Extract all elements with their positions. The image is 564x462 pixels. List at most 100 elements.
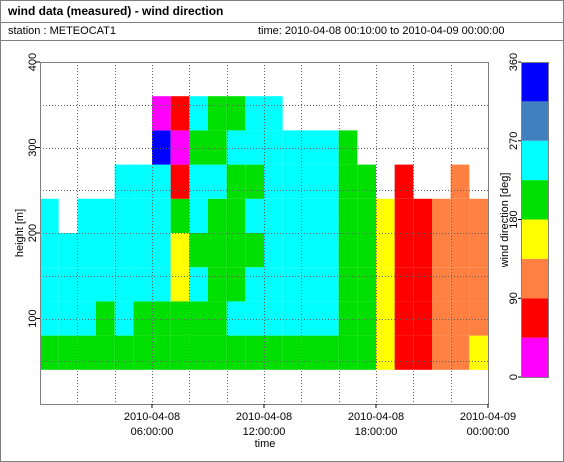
- cell: [170, 301, 190, 336]
- cell: [208, 130, 227, 165]
- cell: [432, 198, 451, 233]
- cell: [301, 301, 320, 336]
- cell: [133, 267, 152, 302]
- plot: [40, 62, 489, 405]
- cell: [376, 301, 395, 336]
- cell: [114, 335, 134, 370]
- cell: [226, 130, 246, 165]
- cell: [357, 267, 376, 302]
- cell: [226, 164, 246, 199]
- cell: [170, 198, 190, 233]
- cell: [226, 96, 246, 131]
- cell: [282, 164, 302, 199]
- cell: [320, 164, 339, 199]
- cell: [40, 301, 59, 336]
- cell: [152, 198, 171, 233]
- colorbar-band: [521, 258, 548, 299]
- cell: [77, 267, 96, 302]
- y-tick-label: 100: [27, 309, 39, 327]
- cell: [208, 198, 227, 233]
- cell: [264, 130, 283, 165]
- cell: [40, 267, 59, 302]
- cell: [77, 301, 96, 336]
- cell: [357, 301, 376, 336]
- y-axis-label: height [m]: [14, 209, 26, 257]
- cell: [394, 267, 414, 302]
- cell: [226, 335, 246, 370]
- colorbar-band: [521, 140, 548, 181]
- cell: [152, 301, 171, 336]
- cell: [133, 301, 152, 336]
- cell: [264, 96, 283, 131]
- cell: [189, 233, 208, 268]
- cell: [376, 198, 395, 233]
- cell: [394, 198, 414, 233]
- cell: [58, 301, 78, 336]
- cell: [320, 301, 339, 336]
- colorbar-band: [521, 62, 548, 102]
- cell: [152, 233, 171, 268]
- cell: [357, 198, 376, 233]
- cell: [245, 335, 264, 370]
- cell: [245, 164, 264, 199]
- station: station : METEOCAT1: [8, 25, 116, 37]
- cell: [376, 335, 395, 370]
- cell: [58, 335, 78, 370]
- cell: [338, 301, 358, 336]
- cell: [170, 233, 190, 268]
- y-tick-label: 400: [27, 53, 39, 71]
- cell: [40, 198, 59, 233]
- cell: [450, 233, 470, 268]
- cell: [96, 198, 115, 233]
- cell: [114, 301, 134, 336]
- cell: [320, 267, 339, 302]
- cell: [338, 233, 358, 268]
- cell: [152, 96, 171, 131]
- colorbar-band: [521, 180, 548, 220]
- cell: [450, 198, 470, 233]
- cell: [357, 164, 376, 199]
- cell: [96, 301, 115, 336]
- cell: [432, 233, 451, 268]
- cell: [301, 335, 320, 370]
- colorbar-tick-label: 0: [508, 374, 520, 380]
- cell: [450, 267, 470, 302]
- cell: [282, 130, 302, 165]
- cell: [133, 164, 152, 199]
- cell: [282, 198, 302, 233]
- cell: [432, 335, 451, 370]
- cell: [208, 267, 227, 302]
- time-range: time: 2010-04-08 00:10:00 to 2010-04-09 …: [258, 25, 504, 37]
- cell: [469, 301, 488, 336]
- cell: [432, 301, 451, 336]
- cell: [394, 233, 414, 268]
- cell: [152, 130, 171, 165]
- colorbar-tick-label: 180: [508, 210, 520, 228]
- cell: [226, 267, 246, 302]
- x-tick-label: 2010-04-09 00:00:00: [459, 411, 517, 438]
- cell: [170, 267, 190, 302]
- cell: [152, 267, 171, 302]
- cell: [320, 198, 339, 233]
- cell: [133, 335, 152, 370]
- cell: [469, 267, 488, 302]
- cell: [394, 301, 414, 336]
- cell: [77, 233, 96, 268]
- cell: [226, 233, 246, 268]
- cell: [376, 267, 395, 302]
- cell: [40, 233, 59, 268]
- cell: [133, 233, 152, 268]
- cell: [245, 96, 264, 131]
- cell: [264, 233, 283, 268]
- x-axis-label: time: [255, 438, 276, 450]
- cell: [413, 233, 432, 268]
- cell: [338, 335, 358, 370]
- cell: [114, 233, 134, 268]
- cell: [282, 233, 302, 268]
- cell: [357, 233, 376, 268]
- cell: [394, 335, 414, 370]
- cell: [282, 267, 302, 302]
- colorbar-tick-label: 270: [508, 132, 520, 150]
